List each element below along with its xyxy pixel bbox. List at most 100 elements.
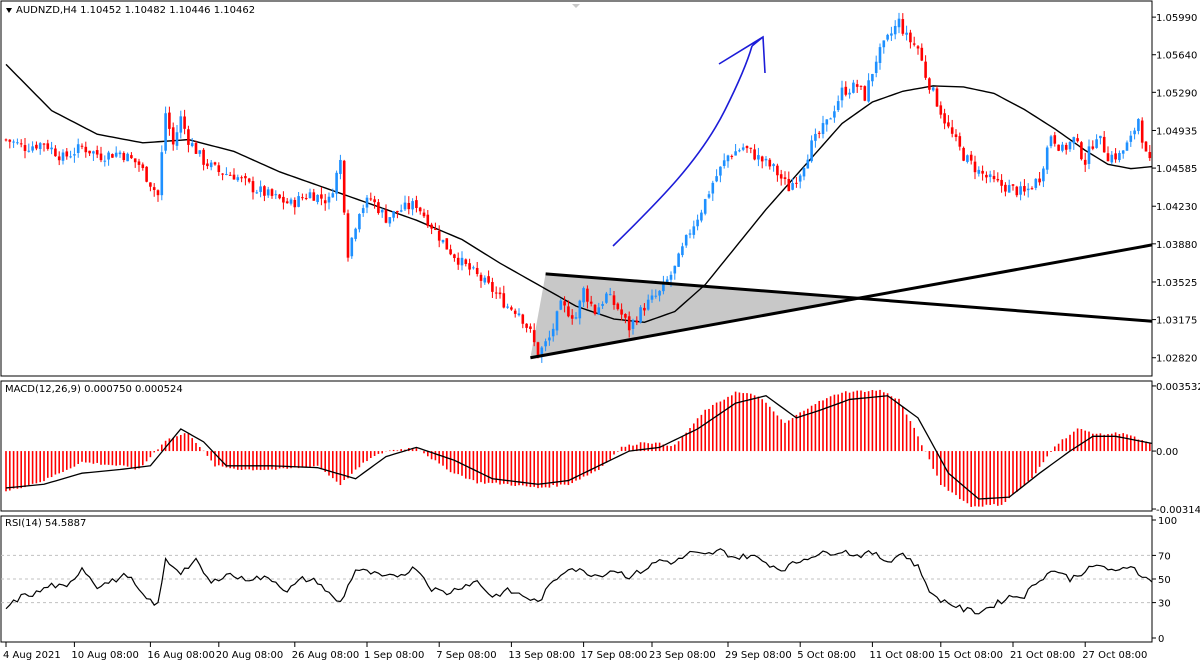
candle-body [1023, 186, 1026, 192]
candle-body [1144, 141, 1148, 152]
candle-body [890, 33, 893, 36]
candle-body [814, 133, 817, 141]
candle-body [692, 226, 696, 235]
price-tick-label: 1.03525 [1156, 278, 1197, 289]
candle-body [251, 181, 255, 193]
arrow-shaft [612, 45, 753, 247]
candle-body [61, 152, 65, 161]
candle-body [19, 143, 23, 145]
candle-body [928, 78, 931, 90]
candle-body [441, 239, 445, 243]
candle-body [145, 166, 148, 182]
rsi-tick-label: 0 [1158, 634, 1164, 645]
candle-body [1106, 153, 1110, 162]
candle-body [494, 292, 498, 294]
candle-body [84, 146, 88, 153]
time-tick-label: 11 Oct 08:00 [869, 650, 934, 661]
candle-body [221, 173, 224, 175]
time-tick-label: 17 Sep 08:00 [581, 650, 648, 661]
time-tick-label: 26 Aug 08:00 [292, 650, 359, 661]
candle-body [1061, 144, 1064, 151]
candle-body [301, 197, 304, 199]
candle-body [643, 307, 646, 311]
candles [4, 12, 1155, 363]
candle-body [852, 82, 855, 93]
candle-body [730, 155, 734, 157]
candle-body [764, 158, 768, 161]
candle-body [1148, 152, 1152, 159]
scroll-marker-icon[interactable] [572, 4, 580, 8]
candle-body [833, 111, 836, 118]
candle-body [646, 299, 650, 310]
candle-body [285, 201, 289, 204]
candle-body [1053, 135, 1057, 144]
support-trendline[interactable] [530, 243, 1152, 360]
macd-axis: 0.003532 0.00 -0.003143 [1152, 382, 1200, 516]
candle-body [316, 194, 319, 203]
dropdown-triangle-icon[interactable] [6, 8, 12, 13]
candle-body [190, 143, 194, 147]
candle-body [426, 214, 430, 227]
candle-body [1080, 142, 1083, 160]
candle-body [859, 85, 863, 87]
time-tick-label: 7 Sep 08:00 [436, 650, 496, 661]
candle-body [236, 177, 240, 181]
candle-body [456, 257, 460, 265]
candle-body [31, 146, 34, 151]
candle-body [339, 159, 342, 174]
candle-body [947, 122, 950, 127]
candle-body [259, 186, 262, 192]
time-tick-label: 4 Aug 2021 [3, 650, 61, 661]
candle-body [183, 116, 186, 129]
candle-body [487, 276, 490, 283]
main-title: AUDNZD,H4 1.10452 1.10482 1.10446 1.1046… [16, 5, 255, 16]
candle-body [1019, 186, 1022, 195]
candle-body [529, 326, 532, 329]
candle-body [1125, 142, 1129, 151]
candle-body [263, 186, 266, 196]
candle-body [1121, 150, 1125, 154]
candle-body [1137, 119, 1140, 132]
candle-body [377, 202, 380, 214]
candle-body [620, 309, 623, 315]
time-tick-label: 13 Sep 08:00 [508, 650, 575, 661]
candle-body [589, 301, 593, 304]
candle-body [498, 292, 502, 295]
candle-body [95, 150, 99, 155]
candle-body [327, 196, 331, 203]
candle-body [335, 172, 338, 194]
rsi-tick-label: 100 [1158, 516, 1177, 527]
candle-body [437, 230, 441, 241]
candle-body [707, 194, 711, 198]
candle-body [696, 219, 699, 227]
candle-body [1152, 160, 1155, 167]
rsi-tick-label: 30 [1158, 599, 1171, 610]
candle-body [453, 254, 456, 259]
candle-body [578, 300, 582, 319]
candle-body [475, 267, 479, 275]
candle-body [624, 314, 627, 318]
candle-body [202, 149, 205, 165]
candle-body [738, 150, 741, 152]
candle-body [806, 159, 810, 169]
triangle-pattern [530, 273, 860, 358]
candle-body [373, 199, 376, 203]
price-tick-label: 1.03175 [1156, 316, 1197, 327]
price-tick-label: 1.04585 [1156, 164, 1197, 175]
candle-body [1129, 135, 1133, 142]
candle-body [654, 295, 658, 297]
candle-body [897, 18, 901, 28]
candle-body [893, 25, 897, 35]
candle-body [840, 87, 844, 101]
candle-body [912, 43, 916, 45]
candle-body [909, 32, 912, 43]
macd-tick-label: -0.003143 [1156, 505, 1200, 516]
candle-body [122, 153, 126, 161]
candle-body [384, 210, 388, 223]
candle-body [308, 192, 312, 199]
candle-body [50, 147, 53, 150]
resistance-trendline[interactable] [545, 272, 1152, 323]
candle-body [358, 214, 361, 230]
price-tick-label: 1.04230 [1156, 202, 1197, 213]
candle-body [141, 164, 145, 168]
